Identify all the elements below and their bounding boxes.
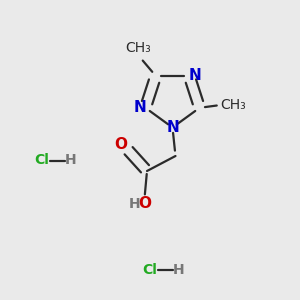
Text: Cl: Cl <box>142 263 158 277</box>
Text: O: O <box>115 137 128 152</box>
Text: N: N <box>188 68 201 83</box>
Text: H: H <box>128 197 140 211</box>
Text: H: H <box>173 263 184 277</box>
Text: N: N <box>134 100 146 115</box>
Text: Cl: Cl <box>34 154 50 167</box>
Text: CH₃: CH₃ <box>125 41 151 55</box>
Text: O: O <box>139 196 152 211</box>
Text: N: N <box>166 120 179 135</box>
Text: CH₃: CH₃ <box>220 98 246 112</box>
Text: H: H <box>65 154 76 167</box>
